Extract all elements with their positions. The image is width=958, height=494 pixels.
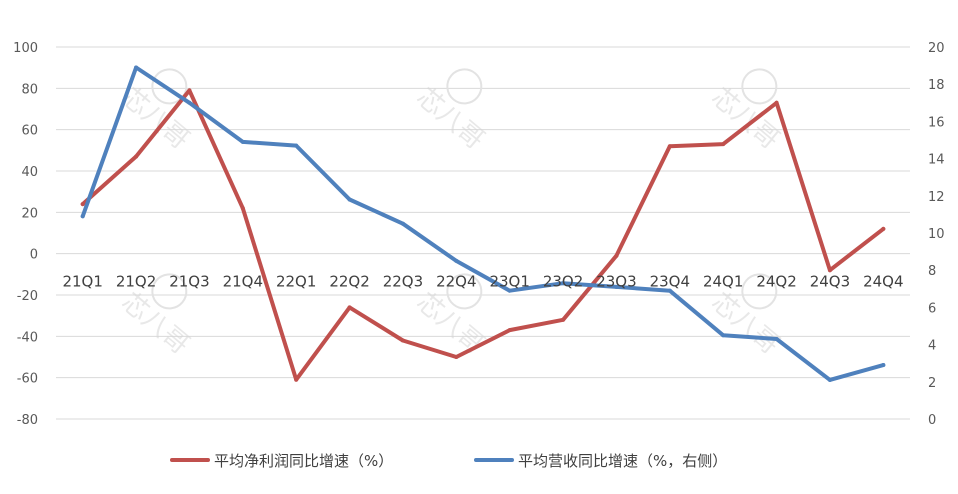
category-label: 22Q3: [383, 273, 423, 291]
series-1-point: [240, 206, 245, 211]
series-2-point: [294, 143, 299, 148]
series-1-point: [667, 144, 672, 149]
series-1-point: [187, 88, 192, 93]
left-tick-label: -60: [17, 372, 38, 387]
series-2-point: [721, 333, 726, 338]
category-label: 23Q1: [489, 273, 529, 291]
series-2-point: [667, 288, 672, 293]
series-2-point: [240, 139, 245, 144]
series-2-point: [881, 363, 886, 368]
watermark-circle-icon: [741, 273, 778, 310]
right-tick-label: 2: [928, 376, 936, 391]
watermark-text: 芯八哥: [116, 287, 195, 360]
left-tick-label: -20: [17, 289, 38, 304]
watermark-logo: 芯八哥: [116, 68, 195, 155]
series-2-point: [774, 337, 779, 342]
series-1-point: [561, 317, 566, 322]
legend-label-1: 平均净利润同比增速（%）: [214, 452, 393, 470]
category-labels: 21Q1 21Q2 21Q3 21Q4 22Q1 22Q2 22Q3 22Q4 23Q1 23Q2…: [62, 273, 903, 291]
series-2-point: [187, 100, 192, 105]
series-layer: [80, 65, 886, 382]
series-1-point: [507, 328, 512, 333]
watermark-circle-icon: [446, 68, 483, 105]
category-label: 21Q4: [223, 273, 263, 291]
watermark-text: 芯八哥: [411, 287, 490, 360]
series-line-1: [80, 88, 886, 382]
watermark-circle-icon: [151, 273, 188, 310]
right-tick-label: 14: [928, 153, 945, 168]
category-label: 21Q2: [116, 273, 156, 291]
right-tick-label: 20: [928, 41, 945, 56]
left-tick-label: 100: [13, 41, 38, 56]
left-tick-label: -80: [17, 413, 38, 428]
right-tick-label: 4: [928, 339, 936, 354]
left-tick-label: -40: [17, 330, 38, 345]
series-2-point: [80, 214, 85, 219]
category-label: 23Q4: [650, 273, 690, 291]
series-2-point: [614, 284, 619, 289]
series-1-point: [80, 202, 85, 207]
series-2-point: [561, 281, 566, 286]
gridlines: [56, 46, 910, 420]
watermark-text: 芯八哥: [411, 82, 490, 155]
series-1-point: [294, 377, 299, 382]
right-tick-label: 16: [928, 115, 945, 130]
left-axis-ticks: -80 -60 -40 -20 0 20 40 60 80 100: [13, 41, 38, 428]
left-tick-label: 40: [21, 165, 38, 180]
category-label: 22Q1: [276, 273, 316, 291]
right-tick-label: 18: [928, 78, 945, 93]
left-tick-label: 60: [21, 124, 38, 139]
left-tick-label: 20: [21, 206, 38, 221]
right-tick-label: 8: [928, 264, 936, 279]
series-1-point: [614, 253, 619, 258]
legend: 平均净利润同比增速（%） 平均营收同比增速（%，右侧）: [170, 452, 727, 470]
series-2-point: [400, 221, 405, 226]
category-label: 23Q2: [543, 273, 583, 291]
category-label: 22Q2: [329, 273, 369, 291]
right-tick-label: 10: [928, 227, 945, 242]
series-2-point: [347, 197, 352, 202]
watermark-logo: 芯八哥: [411, 68, 490, 155]
left-tick-label: 0: [30, 248, 38, 263]
legend-label-2: 平均营收同比增速（%，右侧）: [518, 452, 727, 470]
series-1-point: [827, 268, 832, 273]
series-2-point: [827, 377, 832, 382]
category-label: 24Q2: [756, 273, 796, 291]
watermark-circle-icon: [446, 273, 483, 310]
right-axis-ticks: 0 2 4 6 8 10 12 14 16 18 20: [928, 41, 945, 428]
category-label: 24Q3: [810, 273, 850, 291]
series-1-point: [400, 338, 405, 343]
series-1-point: [347, 305, 352, 310]
watermark-text: 芯八哥: [706, 287, 785, 360]
watermark-logo: 芯八哥: [706, 68, 785, 155]
series-2-point: [507, 288, 512, 293]
category-label: 23Q3: [596, 273, 636, 291]
watermark-circle-icon: [741, 68, 778, 105]
series-line-2: [80, 65, 886, 382]
series-1-point: [721, 142, 726, 147]
right-tick-label: 0: [928, 413, 936, 428]
right-tick-label: 6: [928, 301, 936, 316]
category-label: 21Q1: [62, 273, 102, 291]
series-2-point: [454, 258, 459, 263]
category-label: 22Q4: [436, 273, 476, 291]
right-tick-label: 12: [928, 190, 945, 205]
left-tick-label: 80: [21, 82, 38, 97]
series-1-point: [774, 100, 779, 105]
category-label: 24Q1: [703, 273, 743, 291]
series-1-point: [454, 355, 459, 359]
series-2-point: [134, 65, 139, 70]
category-label: 21Q3: [169, 273, 209, 291]
series-1-point: [134, 154, 139, 159]
category-label: 24Q4: [863, 273, 903, 291]
series-1-point: [881, 226, 886, 231]
